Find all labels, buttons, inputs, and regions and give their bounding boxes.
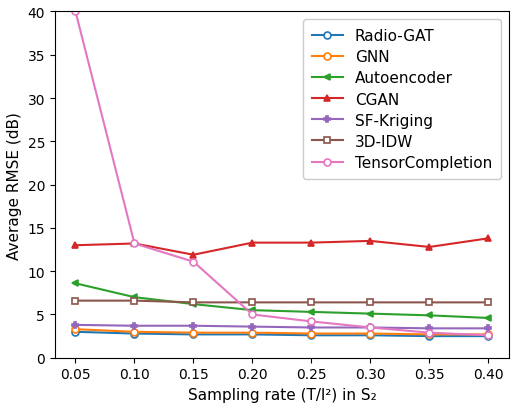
Autoencoder	[72, 281, 78, 286]
Autoencoder	[132, 295, 138, 300]
CGAN	[190, 253, 197, 258]
SF-Kriging	[367, 325, 374, 330]
Radio-GAT	[190, 332, 197, 337]
SF-Kriging	[249, 324, 255, 329]
X-axis label: Sampling rate (T/l²) in S₂: Sampling rate (T/l²) in S₂	[188, 387, 376, 402]
TensorCompletion	[132, 241, 138, 246]
3D-IDW	[486, 300, 492, 305]
3D-IDW	[190, 300, 197, 305]
3D-IDW	[426, 300, 432, 305]
TensorCompletion	[367, 325, 374, 330]
TensorCompletion	[249, 312, 255, 317]
3D-IDW	[249, 300, 255, 305]
CGAN	[249, 240, 255, 245]
3D-IDW	[72, 299, 78, 303]
Autoencoder	[486, 316, 492, 321]
Autoencoder	[190, 302, 197, 307]
3D-IDW	[367, 300, 374, 305]
TensorCompletion	[190, 260, 197, 265]
TensorCompletion	[72, 10, 78, 15]
GNN	[249, 330, 255, 335]
SF-Kriging	[486, 326, 492, 331]
SF-Kriging	[309, 325, 315, 330]
Legend: Radio-GAT, GNN, Autoencoder, CGAN, SF-Kriging, 3D-IDW, TensorCompletion: Radio-GAT, GNN, Autoencoder, CGAN, SF-Kr…	[303, 20, 502, 180]
CGAN	[486, 236, 492, 241]
Autoencoder	[367, 311, 374, 316]
SF-Kriging	[190, 324, 197, 328]
Autoencoder	[309, 310, 315, 315]
GNN	[72, 327, 78, 332]
SF-Kriging	[132, 324, 138, 328]
Radio-GAT	[486, 334, 492, 339]
Line: Autoencoder: Autoencoder	[72, 280, 492, 321]
Line: TensorCompletion: TensorCompletion	[72, 9, 492, 339]
Line: CGAN: CGAN	[72, 235, 492, 258]
Radio-GAT	[72, 330, 78, 335]
TensorCompletion	[486, 333, 492, 338]
3D-IDW	[309, 300, 315, 305]
Y-axis label: Average RMSE (dB): Average RMSE (dB)	[7, 111, 22, 259]
Autoencoder	[426, 313, 432, 318]
GNN	[367, 331, 374, 336]
Radio-GAT	[426, 334, 432, 339]
GNN	[309, 331, 315, 336]
SF-Kriging	[426, 326, 432, 331]
GNN	[426, 332, 432, 337]
3D-IDW	[132, 299, 138, 303]
TensorCompletion	[426, 330, 432, 335]
Line: GNN: GNN	[72, 326, 492, 338]
SF-Kriging	[72, 323, 78, 328]
Radio-GAT	[367, 333, 374, 338]
Radio-GAT	[309, 333, 315, 338]
GNN	[190, 330, 197, 335]
Line: Radio-GAT: Radio-GAT	[72, 328, 492, 340]
CGAN	[309, 240, 315, 245]
Line: SF-Kriging: SF-Kriging	[72, 321, 492, 332]
GNN	[132, 330, 138, 335]
CGAN	[72, 243, 78, 248]
CGAN	[132, 241, 138, 246]
Radio-GAT	[132, 331, 138, 336]
CGAN	[426, 245, 432, 250]
Line: 3D-IDW: 3D-IDW	[72, 297, 492, 306]
TensorCompletion	[309, 319, 315, 324]
CGAN	[367, 239, 374, 244]
GNN	[486, 332, 492, 337]
Autoencoder	[249, 308, 255, 313]
Radio-GAT	[249, 332, 255, 337]
